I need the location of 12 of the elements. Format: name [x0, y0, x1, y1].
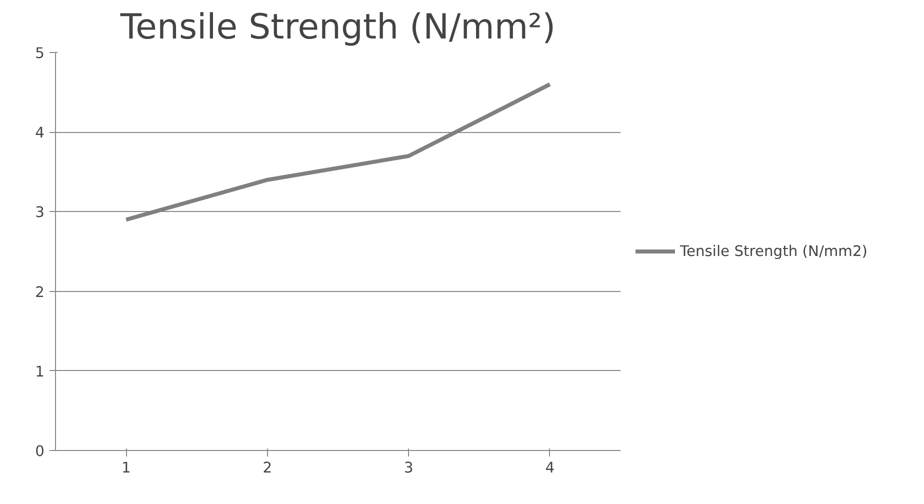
x-tick-label: 2	[262, 460, 272, 476]
legend-label: Tensile Strength (N/mm2)	[680, 242, 868, 260]
chart-title: Tensile Strength (N/mm²)	[119, 8, 556, 48]
x-tick-label: 1	[121, 460, 131, 476]
y-tick-label: 1	[35, 363, 45, 380]
x-tick-label: 4	[545, 460, 555, 476]
y-tick-label: 0	[35, 443, 45, 460]
y-tick-label: 4	[35, 124, 45, 142]
y-tick-label: 3	[35, 204, 45, 222]
x-tick-label: 3	[404, 460, 414, 476]
y-tick-label: 2	[35, 284, 45, 301]
y-tick-label: 5	[35, 45, 45, 62]
